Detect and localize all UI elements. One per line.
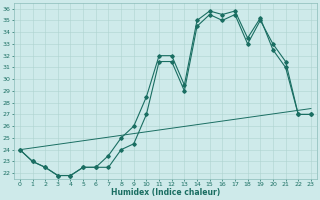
X-axis label: Humidex (Indice chaleur): Humidex (Indice chaleur)	[111, 188, 220, 197]
